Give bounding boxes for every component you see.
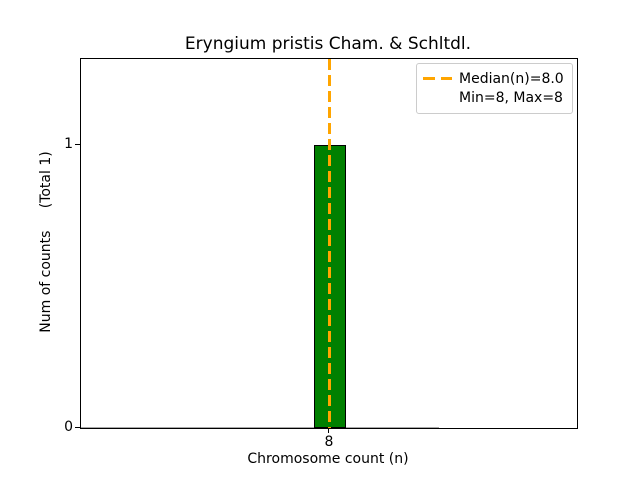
legend-minmax-label: Min=8, Max=8: [459, 89, 563, 106]
plot-area: Median(n)=8.0 Min=8, Max=8: [80, 58, 578, 429]
y-tick-mark-1: [75, 143, 80, 145]
legend-empty-handle: [423, 96, 452, 99]
legend-median-label: Median(n)=8.0: [459, 70, 564, 87]
median-dashed-line: [328, 59, 332, 428]
x-tick-label-8: 8: [324, 434, 334, 450]
y-tick-label-0: 0: [64, 419, 73, 435]
x-tick-mark-8: [328, 428, 330, 433]
median-dash-icon: [423, 77, 452, 80]
x-axis-label: Chromosome count (n): [247, 451, 409, 467]
y-tick-label-1: 1: [64, 136, 73, 153]
y-tick-mark-0: [75, 426, 80, 428]
chart-title: Eryngium pristis Cham. & Schltdl.: [184, 34, 472, 54]
y-axis-label: Num of counts (Total 1): [38, 151, 54, 333]
legend-row-median: Median(n)=8.0: [423, 69, 566, 88]
legend-row-minmax: Min=8, Max=8: [423, 88, 566, 107]
zero-height-bins-line: [81, 427, 439, 428]
legend: Median(n)=8.0 Min=8, Max=8: [416, 63, 573, 114]
